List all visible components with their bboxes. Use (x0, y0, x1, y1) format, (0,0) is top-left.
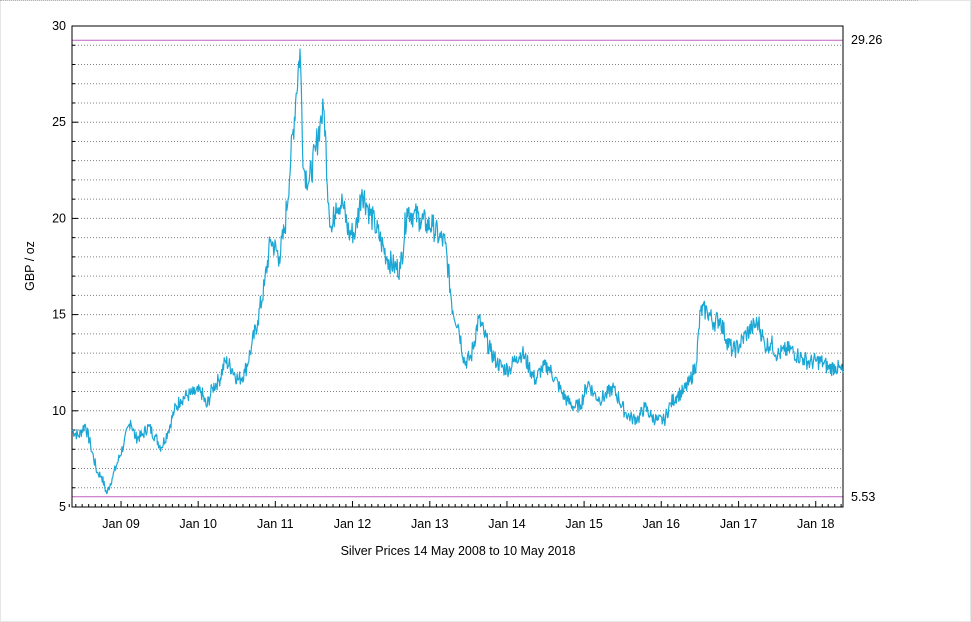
y-axis: 5 10 15 20 25 30 (52, 19, 78, 514)
x-tick-label: Jan 11 (257, 517, 294, 531)
x-tick-label: Jan 14 (488, 517, 526, 531)
reference-lines: 29.26 5.53 (72, 33, 882, 504)
series-line (71, 48, 844, 495)
gridlines (72, 44, 843, 489)
x-tick-label: Jan 15 (565, 517, 603, 531)
x-axis-title: Silver Prices 14 May 2008 to 10 May 2018 (341, 544, 576, 558)
top-dotted-rule (0, 0, 918, 1)
y-axis-title: GBP / oz (23, 241, 37, 291)
x-tick-label: Jan 09 (102, 517, 140, 531)
reference-label-max: 29.26 (851, 33, 882, 47)
y-tick-label: 20 (52, 211, 66, 225)
x-tick-label: Jan 18 (797, 517, 835, 531)
x-tick-label: Jan 12 (334, 517, 372, 531)
y-tick-label: 15 (52, 308, 66, 322)
y-tick-label: 30 (52, 19, 66, 33)
x-tick-label: Jan 13 (411, 517, 449, 531)
x-tick-label: Jan 10 (179, 517, 217, 531)
plot-border (71, 25, 844, 508)
y-tick-label: 25 (52, 115, 66, 129)
y-tick-label: 10 (52, 404, 66, 418)
x-tick-label: Jan 17 (720, 517, 758, 531)
reference-label-min: 5.53 (851, 490, 875, 504)
y-tick-label: 5 (59, 500, 66, 514)
x-axis: Jan 09 Jan 10 Jan 11 Jan 12 Jan 13 Jan 14 Jan … (68, 501, 842, 531)
x-tick-label: Jan 16 (642, 517, 680, 531)
